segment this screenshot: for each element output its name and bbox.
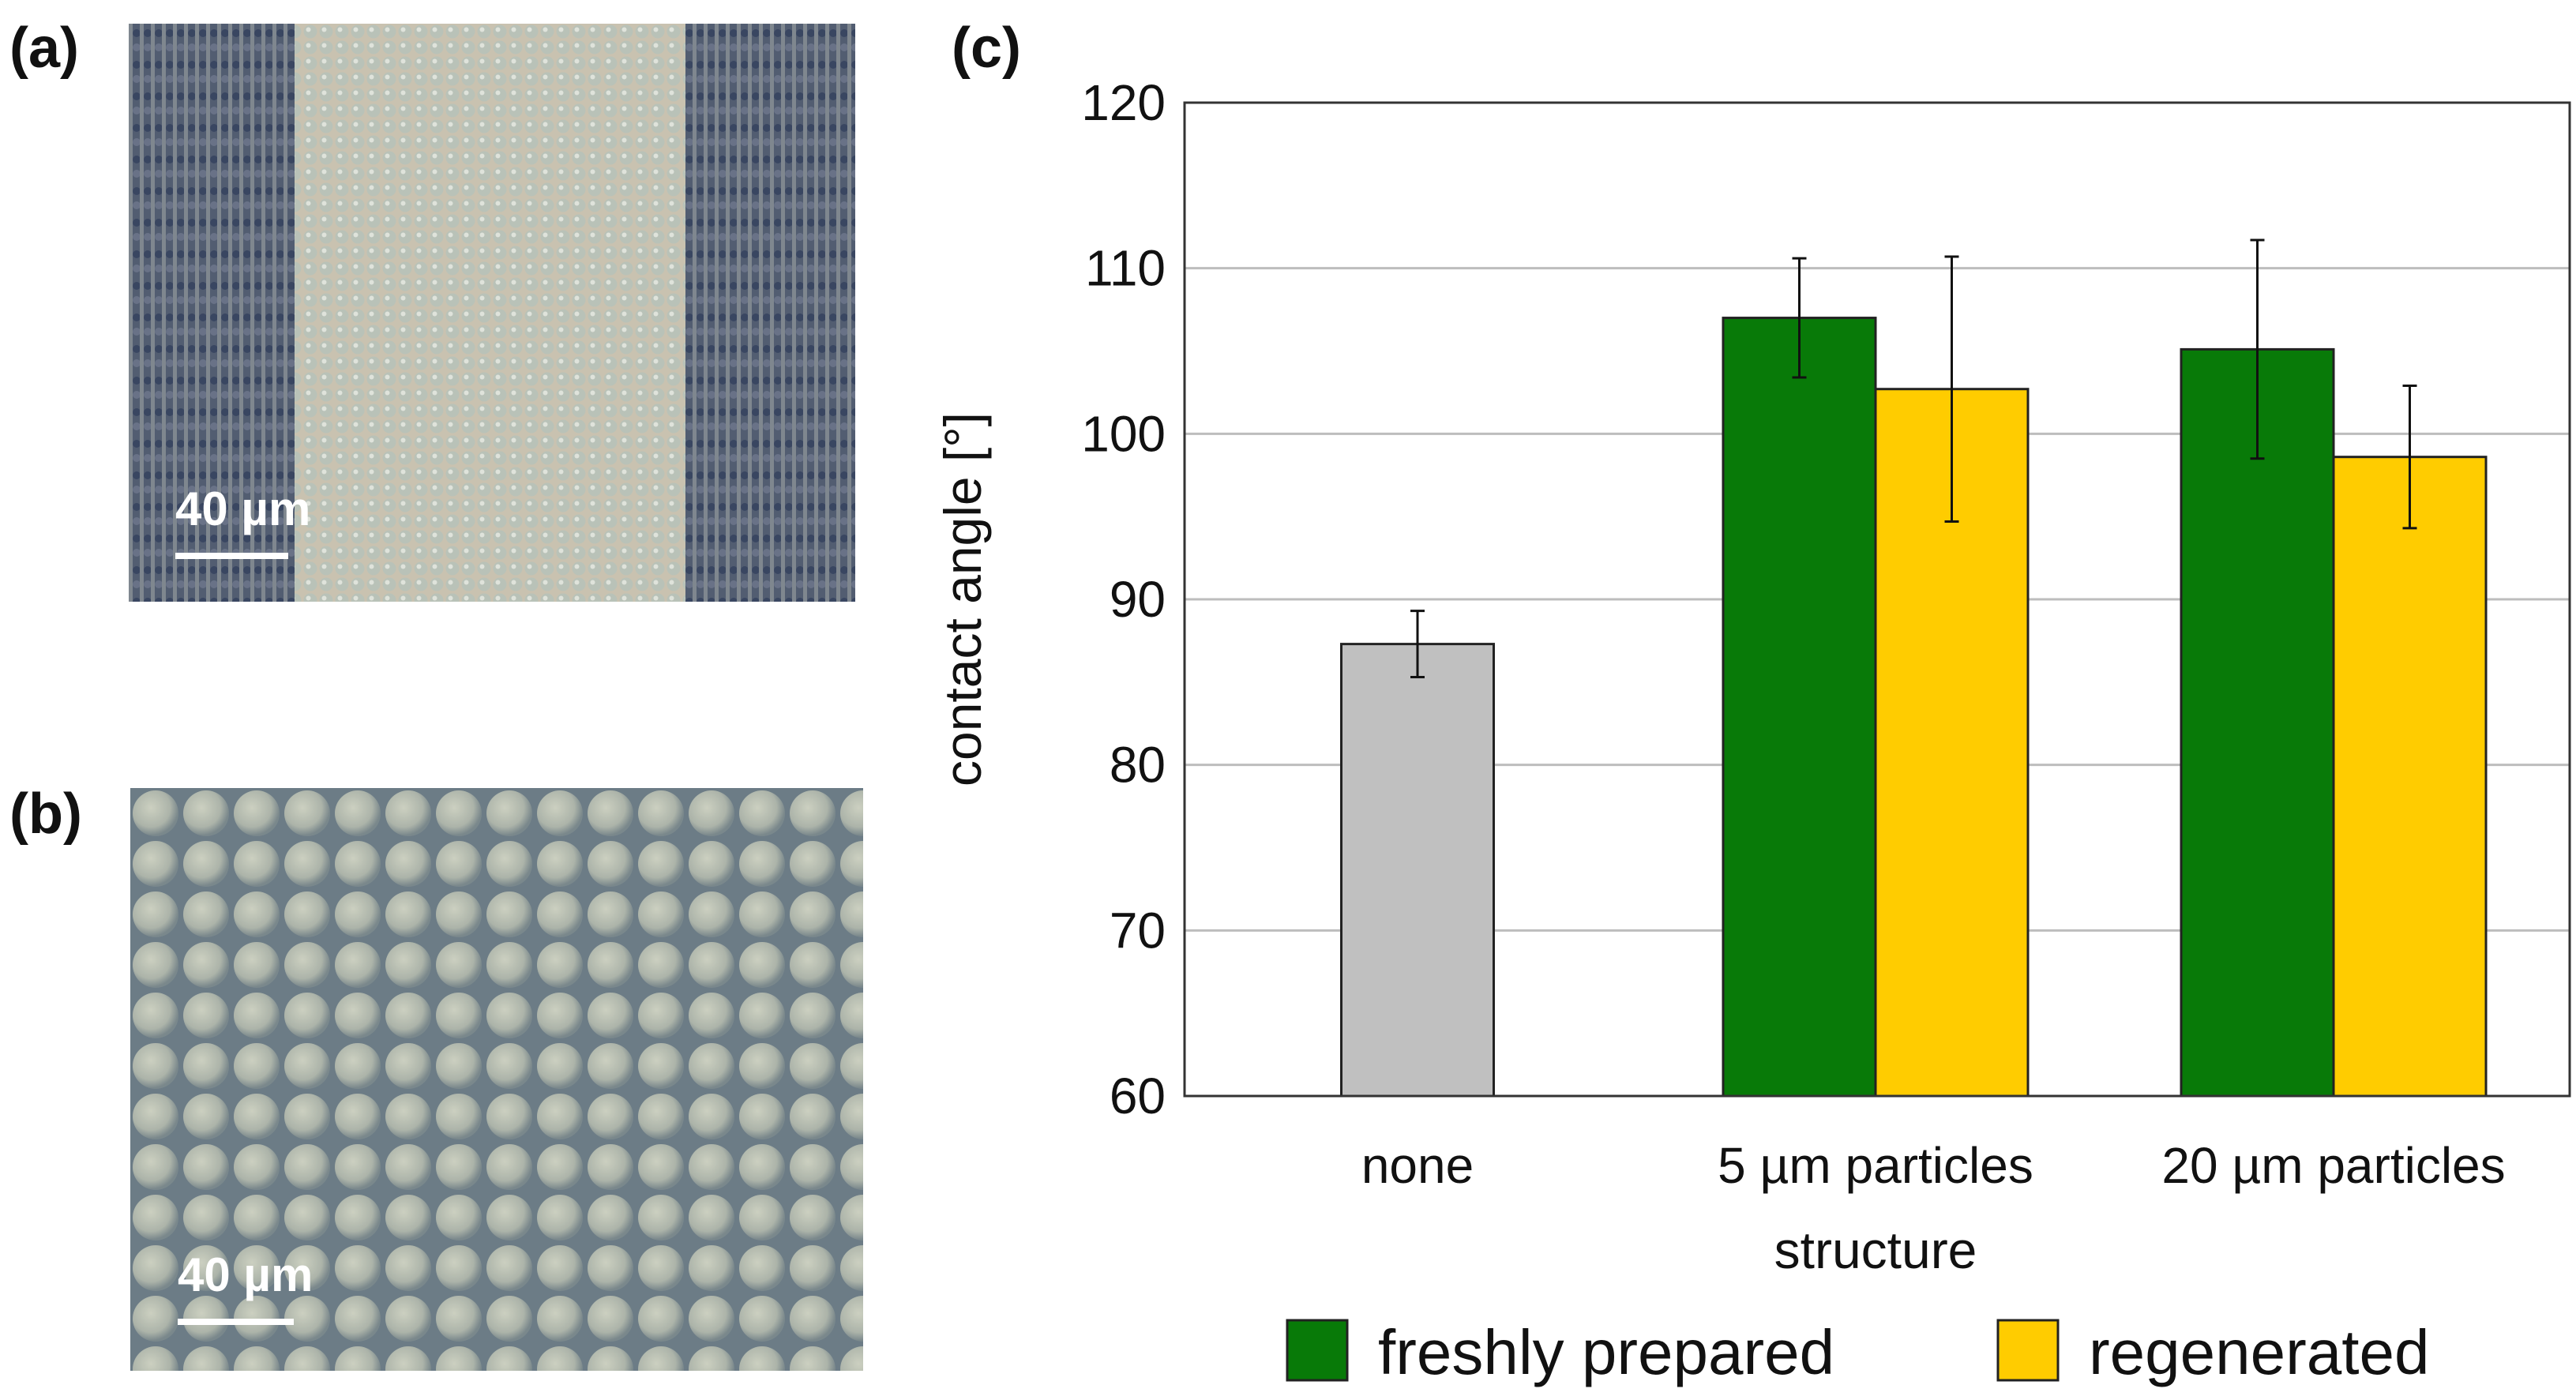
- panel-c-label: (c): [952, 17, 1021, 80]
- y-tick-label: 90: [1110, 571, 1166, 628]
- x-axis-label: structure: [1774, 1221, 1977, 1279]
- scale-label-a: 40 µm: [175, 482, 311, 535]
- panel-b-label: (b): [9, 783, 82, 846]
- y-tick-label: 70: [1110, 902, 1166, 959]
- bar: [2180, 347, 2335, 1098]
- y-tick-label: 110: [1085, 240, 1166, 297]
- panel-a-label: (a): [9, 17, 79, 80]
- bar-chart: 60 70 80 90 100 110 120 none 5 µm particles 20 µ…: [933, 74, 2571, 1387]
- scale-bar-a: [175, 553, 288, 559]
- x-tick-label: 20 µm particles: [2161, 1137, 2505, 1194]
- x-tick-label: 5 µm particles: [1718, 1137, 2033, 1194]
- legend-label: regenerated: [2089, 1317, 2429, 1387]
- y-axis-label: contact angle [°]: [933, 412, 992, 786]
- scale-label-b: 40 µm: [178, 1248, 314, 1301]
- legend-swatch: [1996, 1319, 2060, 1382]
- y-tick-label: 60: [1110, 1068, 1166, 1124]
- micrograph-a: [129, 24, 855, 602]
- y-tick-label: 80: [1110, 737, 1166, 794]
- bar: [1722, 317, 1877, 1098]
- micrograph-b: [130, 788, 863, 1371]
- y-tick-label: 120: [1081, 74, 1166, 131]
- bar: [2332, 456, 2488, 1098]
- y-tick-label: 100: [1081, 405, 1166, 462]
- scale-bar-b: [178, 1319, 294, 1325]
- plot-frame: [1183, 101, 2571, 1098]
- bar: [1340, 643, 1495, 1098]
- x-tick-label: none: [1361, 1137, 1474, 1194]
- legend-label: freshly prepared: [1378, 1317, 1834, 1387]
- legend-swatch: [1286, 1319, 1349, 1382]
